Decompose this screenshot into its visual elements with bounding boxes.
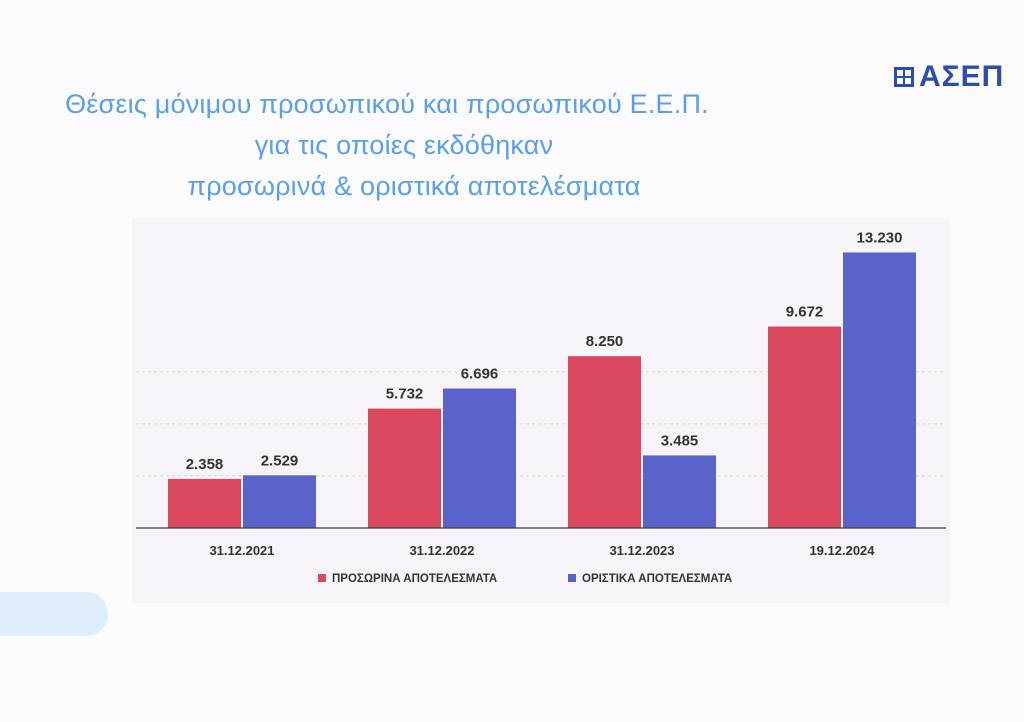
title-line-2: για τις οποίες εκδόθηκαν	[254, 130, 554, 160]
scan-smudge	[0, 592, 108, 636]
category-labels: 31.12.2021 31.12.2022 31.12.2023 19.12.2024	[209, 543, 875, 558]
bar	[168, 478, 241, 528]
data-labels: 2.358 2.529 5.732 6.696 8.250 3.485 9.672 13.23…	[186, 229, 903, 472]
data-label: 2.529	[261, 452, 299, 469]
bar	[243, 475, 316, 528]
bar-chart: 2.358 2.529 5.732 6.696 8.250 3.485 9.672 13.23…	[132, 218, 950, 603]
title-line-1: Θέσεις μόνιμου προσωπικού και προσωπικού…	[65, 89, 709, 119]
legend-swatch	[318, 574, 326, 582]
chart-title: Θέσεις μόνιμου προσωπικού και προσωπικού…	[30, 84, 790, 207]
data-label: 5.732	[386, 386, 424, 403]
legend-swatch	[568, 574, 576, 582]
category-label: 31.12.2023	[609, 543, 674, 558]
legend-label: ΟΡΙΣΤΙΚΑ ΑΠΟΤΕΛΕΣΜΑΤΑ	[582, 573, 732, 585]
chart-area: 2.358 2.529 5.732 6.696 8.250 3.485 9.672 13.23…	[132, 218, 950, 603]
data-label: 2.358	[186, 456, 224, 473]
data-label: 3.485	[661, 432, 699, 449]
asep-logo-icon	[894, 67, 914, 87]
logo-text: ΑΣΕΠ	[919, 60, 1005, 93]
legend: ΠΡΟΣΩΡΙΝΑ ΑΠΟΤΕΛΕΣΜΑΤΑ ΟΡΙΣΤΙΚΑ ΑΠΟΤΕΛΕΣΜ…	[318, 573, 732, 585]
category-label: 31.12.2022	[409, 543, 474, 558]
category-label: 31.12.2021	[209, 543, 274, 558]
category-label: 19.12.2024	[809, 543, 875, 558]
asep-logo: ΑΣΕΠ	[893, 60, 1004, 94]
data-label: 9.672	[786, 304, 824, 321]
data-label: 13.230	[857, 229, 903, 246]
legend-label: ΠΡΟΣΩΡΙΝΑ ΑΠΟΤΕΛΕΣΜΑΤΑ	[332, 573, 497, 585]
bars	[168, 252, 916, 528]
bar	[643, 455, 716, 528]
bar	[368, 408, 441, 528]
bar	[568, 356, 641, 528]
bar	[843, 252, 916, 528]
title-line-3: προσωρινά & οριστικά αποτελέσματα	[187, 171, 641, 201]
data-label: 8.250	[586, 333, 624, 350]
data-label: 6.696	[461, 366, 499, 383]
bar	[443, 388, 516, 528]
bar	[768, 326, 841, 528]
